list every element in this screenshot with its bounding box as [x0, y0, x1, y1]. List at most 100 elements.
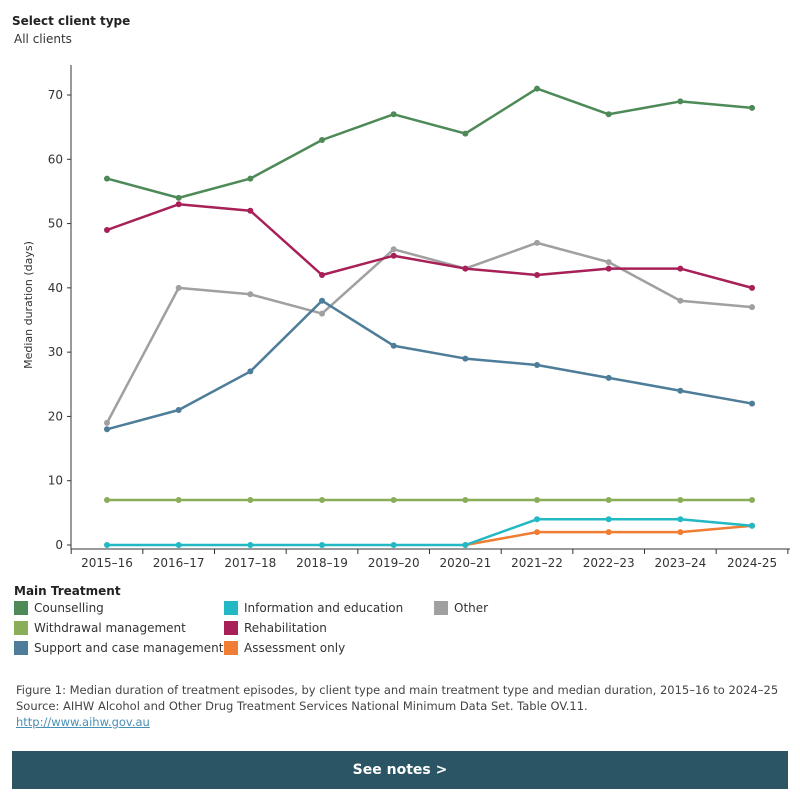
data-point: [319, 310, 326, 317]
data-point: [605, 529, 612, 536]
data-point: [390, 252, 397, 259]
data-point: [534, 497, 541, 503]
series-withdrawal-management: [104, 497, 756, 503]
y-axis-label: Median duration (days): [22, 241, 35, 369]
series-assessment-only: [462, 522, 756, 548]
data-point: [319, 137, 326, 143]
data-point: [462, 542, 469, 548]
data-point: [534, 85, 541, 92]
x-tick-label: 2019–20: [368, 556, 420, 570]
data-point: [677, 516, 684, 523]
source-link[interactable]: http://www.aihw.gov.au: [16, 715, 150, 729]
legend-item-support-and-case-management[interactable]: Support and case management: [14, 640, 223, 656]
legend-label: Information and education: [244, 601, 404, 615]
data-point: [319, 497, 326, 503]
legend-item-counselling[interactable]: Counselling: [14, 600, 104, 616]
y-tick-label: 70: [48, 88, 63, 102]
legend-item-withdrawal-management[interactable]: Withdrawal management: [14, 620, 186, 636]
data-point: [677, 98, 684, 105]
x-tick-label: 2023–24: [654, 556, 706, 570]
legend-swatch: [14, 601, 28, 615]
data-point: [605, 516, 612, 523]
data-point: [390, 542, 397, 548]
data-point: [175, 542, 182, 548]
data-point: [175, 284, 182, 291]
legend-label: Other: [454, 601, 489, 615]
client-type-selector[interactable]: All clients: [14, 32, 72, 46]
series-line: [106, 87, 753, 200]
x-tick-label: 2020–21: [439, 556, 491, 570]
legend-item-other[interactable]: Other: [434, 600, 488, 616]
legend-item-assessment-only[interactable]: Assessment only: [224, 640, 345, 656]
series-support-and-case-management: [104, 297, 756, 433]
client-type-filter-label: Select client type: [12, 14, 131, 28]
data-point: [390, 342, 397, 349]
series-line: [106, 299, 753, 431]
data-point: [749, 497, 756, 503]
data-point: [749, 284, 756, 291]
data-point: [605, 497, 612, 503]
x-tick-label: 2024-25: [727, 556, 777, 570]
x-tick-label: 2018–19: [296, 556, 348, 570]
data-point: [319, 272, 326, 278]
series-line: [106, 203, 753, 290]
line-chart: Median duration (days) 0 10 20 30 40 50 60 70 20…: [22, 65, 790, 570]
data-point: [390, 246, 397, 253]
data-point: [175, 497, 182, 503]
y-tick-label: 40: [48, 281, 63, 295]
data-point: [605, 265, 612, 272]
series-counselling: [104, 85, 756, 201]
data-point: [104, 419, 110, 426]
legend-swatch: [224, 601, 238, 615]
data-point: [175, 194, 182, 201]
y-tick-label: 20: [48, 409, 63, 423]
data-point: [677, 297, 684, 304]
data-point: [175, 407, 182, 413]
data-point: [247, 175, 254, 182]
x-tick-label: 2022–23: [583, 556, 635, 570]
data-point: [677, 497, 684, 503]
y-tick-label: 10: [48, 474, 63, 488]
see-notes-button[interactable]: See notes >: [12, 751, 788, 789]
data-point: [677, 265, 684, 272]
data-point: [247, 207, 254, 214]
data-point: [247, 497, 254, 503]
data-point: [462, 497, 469, 503]
data-point: [390, 497, 397, 503]
data-point: [534, 362, 541, 368]
legend-label: Withdrawal management: [34, 621, 186, 635]
data-point: [749, 522, 756, 529]
figure-caption: Figure 1: Median duration of treatment e…: [16, 682, 778, 730]
data-point: [534, 239, 541, 246]
legend-label: Counselling: [34, 601, 104, 615]
x-tick-label: 2015–16: [81, 556, 133, 570]
data-point: [104, 426, 110, 433]
data-point: [104, 175, 110, 182]
data-point: [749, 304, 756, 311]
legend-swatch: [434, 601, 448, 615]
legend-swatch: [14, 621, 28, 635]
data-point: [104, 542, 110, 548]
data-point: [462, 355, 469, 362]
data-point: [462, 265, 469, 272]
data-point: [247, 542, 254, 548]
y-tick-label: 60: [48, 152, 63, 166]
data-point: [534, 272, 541, 278]
x-tick-label: 2021–22: [511, 556, 563, 570]
data-point: [677, 387, 684, 394]
data-point: [605, 374, 612, 381]
series-line: [107, 518, 753, 547]
data-point: [319, 542, 326, 548]
legend-item-rehabilitation[interactable]: Rehabilitation: [224, 620, 327, 636]
caption-source: Source: AIHW Alcohol and Other Drug Trea…: [16, 699, 588, 713]
legend-label: Support and case management: [34, 641, 224, 655]
x-tick-label: 2017–18: [224, 556, 276, 570]
legend-title: Main Treatment: [14, 584, 121, 598]
legend-label: Assessment only: [244, 641, 346, 655]
data-point: [749, 400, 756, 407]
series-layer: [104, 85, 756, 548]
data-point: [462, 130, 469, 137]
data-point: [247, 368, 254, 375]
data-point: [390, 111, 397, 118]
legend-item-information-and-education[interactable]: Information and education: [224, 600, 403, 616]
